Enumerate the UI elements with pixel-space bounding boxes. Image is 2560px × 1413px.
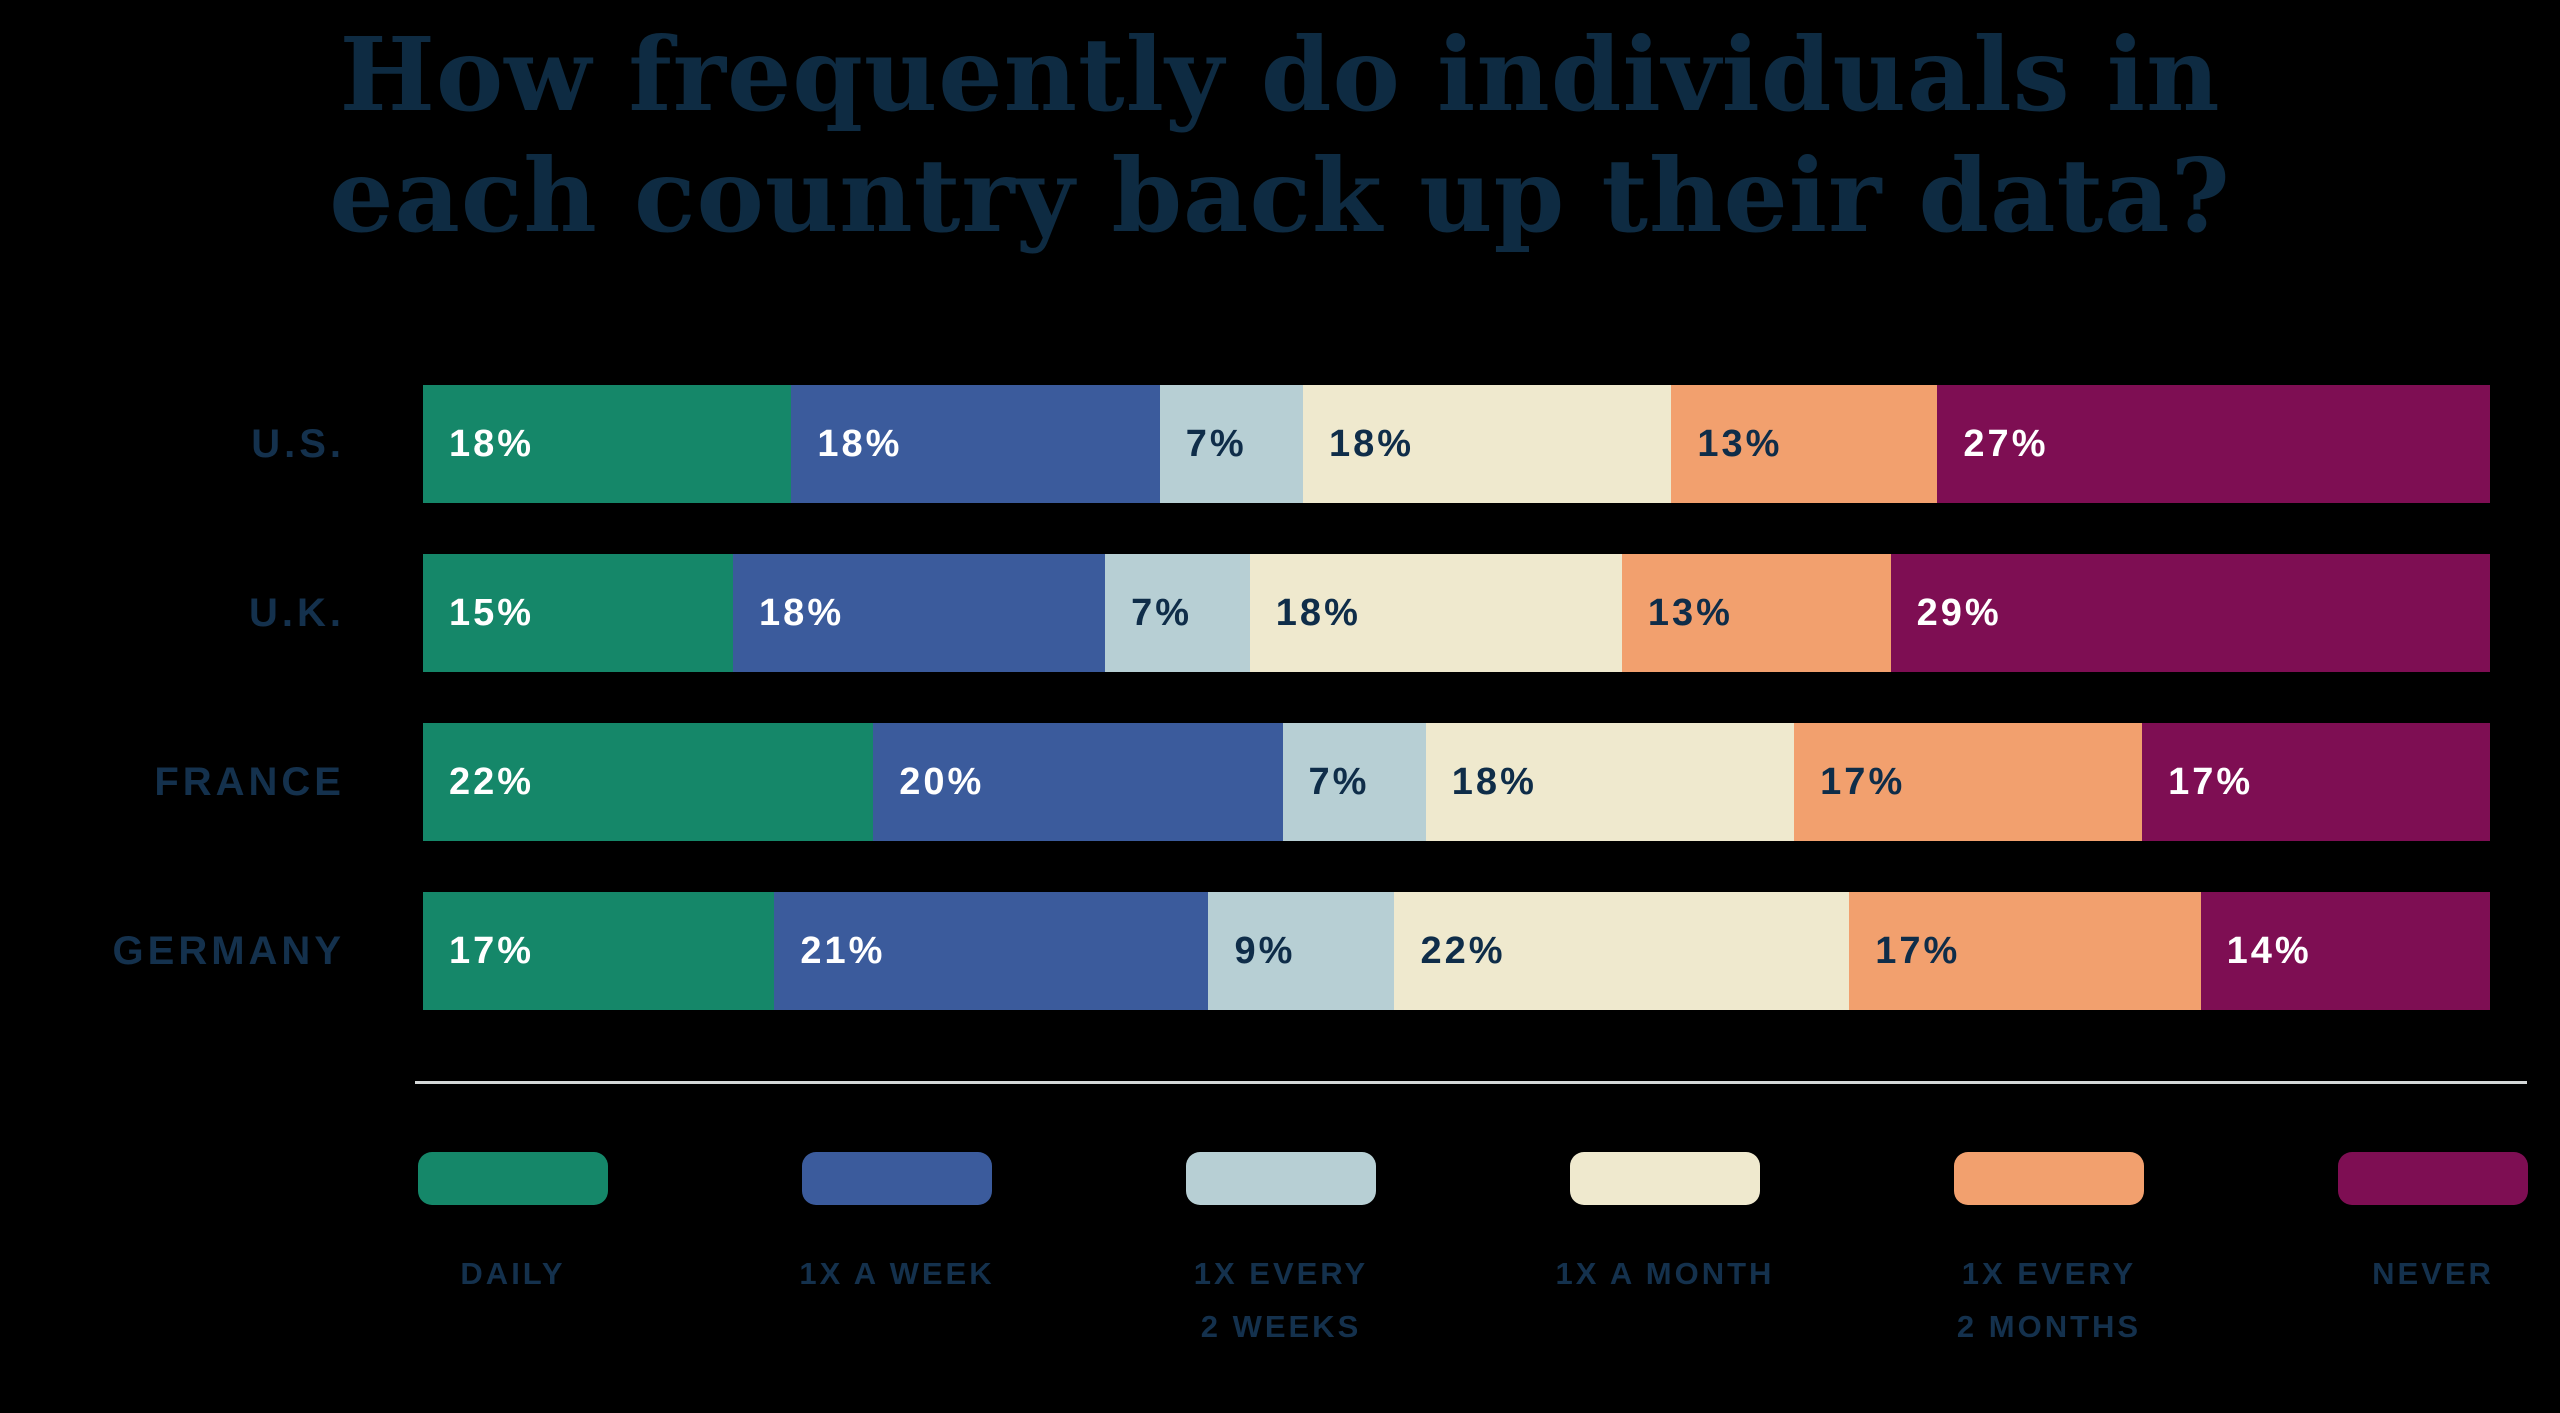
legend-label-line: DAILY [460,1256,566,1291]
legend-item: NEVER [2241,1152,2560,1353]
legend-item: 1X A MONTH [1473,1152,1857,1353]
row-label: FRANCE [154,759,345,804]
chart-row: U.K. 15% 18% 7% 18% 13% 29% [0,554,2490,672]
chart-row: U.S. 18% 18% 7% 18% 13% 27% [0,385,2490,503]
legend-label-line: 1X EVERY [1961,1256,2137,1291]
bar-segment: 13% [1671,385,1938,503]
row-label: GERMANY [112,928,345,973]
legend-swatch [1186,1152,1376,1205]
stacked-bar: 22% 20% 7% 18% 17% 17% [423,723,2490,841]
bar-segment: 9% [1208,892,1395,1010]
stacked-bar: 15% 18% 7% 18% 13% 29% [423,554,2490,672]
bar-segment: 18% [1425,723,1795,841]
bar-segment: 18% [791,385,1160,503]
segment-value: 21% [800,929,886,972]
bar-segment: 22% [1394,892,1850,1010]
bar-segment: 27% [1937,385,2490,503]
bar-segment: 18% [1303,385,1672,503]
legend-label-line: 1X A WEEK [799,1256,995,1291]
bar-segment: 29% [1890,554,2490,672]
legend-label: NEVER [2372,1247,2494,1300]
segment-value: 17% [2168,760,2254,803]
bar-segment: 7% [1282,723,1426,841]
legend-label-line: 2 WEEKS [1200,1309,1362,1344]
segment-value: 22% [1420,929,1506,972]
legend-item: DAILY [321,1152,705,1353]
bar-segment: 13% [1621,554,1891,672]
legend-label: 1X EVERY 2 WEEKS [1194,1247,1368,1353]
stacked-bar: 18% 18% 7% 18% 13% 27% [423,385,2490,503]
chart-title: How frequently do individuals in each co… [0,14,2560,256]
segment-value: 13% [1697,422,1783,465]
legend-swatch [2338,1152,2528,1205]
bar-rows: U.S. 18% 18% 7% 18% 13% 27% U.K. 15% 18% 7% 18% 13% 2… [0,385,2490,1061]
segment-value: 17% [1820,760,1906,803]
title-line-1: How frequently do individuals in [339,15,2221,134]
legend-label-line: 1X A MONTH [1555,1256,1775,1291]
bar-segment: 7% [1105,554,1250,672]
legend-label: 1X A MONTH [1556,1247,1775,1300]
segment-value: 17% [1875,929,1961,972]
segment-value: 22% [449,760,535,803]
segment-value: 14% [2226,929,2312,972]
legend-label: DAILY [460,1247,565,1300]
segment-value: 17% [449,929,535,972]
legend-label-line: 2 MONTHS [1956,1309,2142,1344]
segment-value: 18% [817,422,903,465]
legend-item: 1X EVERY 2 MONTHS [1857,1152,2241,1353]
legend-separator [415,1081,2527,1084]
legend-label: 1X A WEEK [799,1247,994,1300]
bar-segment: 17% [1794,723,2143,841]
bar-segment: 18% [423,385,792,503]
bar-segment: 18% [1249,554,1622,672]
legend-swatch [418,1152,608,1205]
segment-value: 18% [1329,422,1415,465]
bar-segment: 22% [423,723,874,841]
chart-row: FRANCE 22% 20% 7% 18% 17% 17% [0,723,2490,841]
bar-segment: 21% [774,892,1209,1010]
segment-value: 18% [1275,591,1361,634]
segment-value: 18% [759,591,845,634]
legend-swatch [802,1152,992,1205]
title-line-2: each country back up their data? [329,136,2231,255]
legend-label: 1X EVERY 2 MONTHS [1957,1247,2141,1353]
segment-value: 7% [1308,760,1370,803]
segment-value: 20% [899,760,985,803]
segment-value: 9% [1234,929,1296,972]
row-label: U.K. [249,590,345,635]
segment-value: 29% [1916,591,2002,634]
row-label: U.S. [251,421,345,466]
stacked-bar: 17% 21% 9% 22% 17% 14% [423,892,2490,1010]
bar-segment: 7% [1159,385,1303,503]
bar-segment: 17% [1849,892,2201,1010]
bar-segment: 14% [2200,892,2490,1010]
chart-row: GERMANY 17% 21% 9% 22% 17% 14% [0,892,2490,1010]
segment-value: 13% [1647,591,1733,634]
legend-item: 1X EVERY 2 WEEKS [1089,1152,1473,1353]
bar-segment: 20% [873,723,1283,841]
legend: DAILY 1X A WEEK 1X EVERY 2 WEEKS 1X A MONTH 1… [321,1152,2560,1353]
bar-segment: 18% [733,554,1106,672]
legend-label-line: 1X EVERY [1193,1256,1369,1291]
segment-value: 18% [1451,760,1537,803]
segment-value: 15% [449,591,535,634]
segment-value: 7% [1131,591,1193,634]
segment-value: 27% [1963,422,2049,465]
legend-item: 1X A WEEK [705,1152,1089,1353]
segment-value: 7% [1185,422,1247,465]
legend-label-line: NEVER [2372,1256,2494,1291]
segment-value: 18% [449,422,535,465]
legend-swatch [1954,1152,2144,1205]
bar-segment: 17% [423,892,775,1010]
bar-segment: 15% [423,554,734,672]
legend-swatch [1570,1152,1760,1205]
bar-segment: 17% [2142,723,2490,841]
